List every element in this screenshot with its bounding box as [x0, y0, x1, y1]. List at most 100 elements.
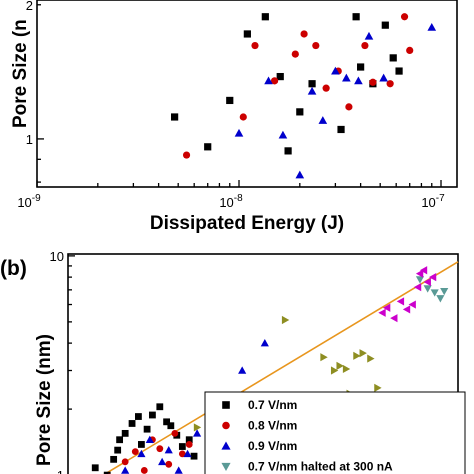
data-point-series-4 [359, 349, 367, 358]
data-point-series-0 [91, 464, 99, 472]
data-point-series-0 [103, 471, 111, 474]
data-point-series-2 [145, 435, 154, 443]
data-point-series-2 [234, 128, 244, 137]
data-point-series-5 [382, 303, 391, 312]
data-point-series-0 [143, 425, 151, 433]
panel-label-b: (b) [0, 257, 27, 280]
data-point-series-2 [331, 66, 340, 75]
data-point-series-1 [386, 80, 394, 88]
data-point-series-0 [204, 143, 212, 151]
y-axis-title-b: Pore Size (nm) [34, 334, 55, 466]
data-point-series-2 [278, 130, 288, 139]
data-point-series-2 [354, 76, 363, 85]
data-point-series-5 [402, 305, 411, 314]
data-point-series-1 [156, 445, 164, 453]
data-point-series-0 [389, 54, 397, 62]
data-point-series-1 [406, 46, 414, 54]
x-tick-label: 10-8 [219, 193, 243, 210]
plot-area-b [67, 253, 459, 474]
legend-label: 0.7 V/nm halted at 300 nA [248, 460, 393, 474]
legend-label: 0.7 V/nm [248, 398, 297, 412]
data-point-series-1 [270, 77, 279, 85]
data-point-series-3 [415, 276, 425, 284]
data-point-series-0 [171, 113, 179, 121]
legend-marker-3 [221, 462, 231, 472]
tick-marks-a [36, 4, 442, 187]
data-point-series-0 [352, 13, 360, 21]
data-point-series-2 [137, 449, 146, 458]
data-point-series-1 [291, 50, 299, 58]
data-point-series-0 [116, 436, 124, 444]
data-point-series-2 [364, 31, 374, 40]
data-point-series-0 [337, 125, 345, 134]
data-point-series-1 [178, 450, 186, 458]
data-point-series-5 [396, 297, 405, 306]
data-point-series-4 [320, 353, 328, 362]
data-point-series-3 [423, 285, 432, 293]
data-point-series-1 [185, 441, 193, 448]
data-point-series-1 [312, 41, 320, 50]
data-point-series-0 [167, 422, 175, 430]
data-point-series-0 [121, 429, 129, 437]
data-point-series-2 [174, 466, 183, 474]
data-point-series-0 [296, 108, 304, 116]
data-point-series-0 [284, 147, 292, 155]
data-point-series-0 [226, 96, 234, 105]
x-tick-label: 10-7 [421, 193, 445, 210]
data-point-series-3 [440, 287, 449, 296]
data-point-series-1 [369, 78, 377, 86]
data-point-series-0 [128, 420, 136, 427]
data-point-series-1 [239, 113, 247, 121]
data-point-series-0 [135, 413, 142, 420]
data-point-series-4 [330, 366, 339, 375]
data-point-series-5 [423, 277, 431, 287]
data-point-series-2 [379, 73, 388, 82]
data-point-series-2 [193, 429, 202, 437]
data-point-series-5 [408, 300, 416, 309]
data-point-series-5 [413, 283, 422, 292]
data-point-series-2 [183, 449, 192, 458]
data-point-series-0 [381, 21, 389, 29]
y-tick-label: 2 [26, 0, 33, 13]
fit-line [103, 261, 459, 474]
data-point-series-0 [395, 67, 403, 75]
data-point-series-2 [260, 339, 269, 347]
data-point-series-0 [114, 446, 122, 454]
data-point-series-4 [281, 315, 290, 325]
data-point-series-2 [342, 73, 351, 82]
data-point-series-2 [318, 116, 328, 124]
legend-marker-2 [221, 441, 231, 450]
data-point-series-5 [378, 308, 386, 317]
data-point-series-2 [238, 366, 247, 374]
data-point-series-0 [190, 452, 198, 460]
data-point-series-0 [276, 72, 284, 81]
data-point-series-4 [374, 383, 382, 392]
data-point-series-0 [357, 63, 365, 71]
data-point-series-0 [243, 30, 251, 38]
data-point-series-1 [140, 467, 148, 474]
data-point-series-2 [164, 446, 173, 454]
legend-label: 0.9 V/nm [248, 439, 297, 453]
data-point-series-4 [336, 361, 344, 370]
data-point-series-0 [149, 411, 156, 419]
legend-label: 0.8 V/nm [248, 419, 297, 433]
data-point-series-2 [427, 23, 437, 31]
data-point-series-4 [367, 354, 375, 363]
data-point-series-4 [342, 364, 351, 374]
data-point-series-0 [110, 455, 118, 463]
data-point-series-5 [415, 269, 424, 278]
data-point-series-1 [300, 30, 308, 38]
tick-labels-b: 1 10 [50, 249, 64, 474]
y-tick-label: 1 [26, 132, 33, 147]
data-point-series-4 [353, 351, 361, 360]
data-point-series-5 [428, 273, 437, 282]
plot-area-a [36, 0, 458, 188]
data-point-series-3 [436, 295, 445, 303]
data-point-series-2 [295, 170, 305, 179]
data-point-series-1 [361, 41, 369, 50]
y-tick-label: 1 [57, 468, 64, 474]
legend-marker-1 [222, 421, 230, 430]
data-point-series-0 [163, 418, 170, 426]
data-point-series-1 [131, 448, 139, 456]
